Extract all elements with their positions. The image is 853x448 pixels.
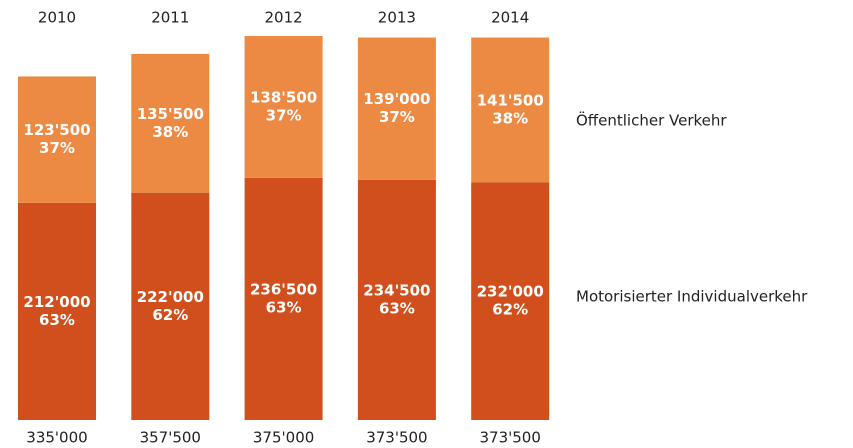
legend-label: Motorisierter Individualverkehr [576, 288, 808, 306]
value-label: 222'000 [137, 288, 204, 306]
total-label: 357'500 [140, 429, 201, 447]
year-label: 2014 [491, 9, 529, 27]
bar-segment [18, 202, 96, 420]
share-label: 37% [266, 106, 302, 124]
bar-segment [244, 177, 323, 420]
value-label: 123'500 [23, 121, 90, 139]
total-label: 373'500 [480, 429, 541, 447]
share-label: 63% [266, 298, 302, 316]
value-label: 139'000 [363, 90, 430, 108]
value-label: 234'500 [363, 281, 430, 299]
bar-segment [131, 53, 210, 193]
share-label: 62% [152, 306, 188, 324]
value-label: 141'500 [477, 91, 544, 109]
share-label: 62% [492, 301, 528, 319]
total-label: 373'500 [366, 429, 427, 447]
share-label: 38% [492, 109, 528, 127]
bar-segment [131, 192, 210, 420]
share-label: 38% [152, 123, 188, 141]
bar-segment [18, 76, 96, 203]
bar-segment [471, 182, 550, 420]
value-label: 236'500 [250, 280, 317, 298]
year-label: 2010 [38, 9, 76, 27]
share-label: 37% [39, 139, 75, 157]
bar-segment [471, 37, 550, 183]
year-label: 2013 [378, 9, 416, 27]
legend-label: Öffentlicher Verkehr [576, 111, 727, 130]
share-label: 63% [379, 299, 415, 317]
share-label: 37% [379, 108, 415, 126]
value-label: 138'500 [250, 88, 317, 106]
value-label: 212'000 [23, 293, 90, 311]
year-label: 2011 [151, 9, 189, 27]
value-label: 135'500 [137, 105, 204, 123]
year-label: 2012 [265, 9, 303, 27]
total-label: 335'000 [26, 429, 87, 447]
bar-segment [357, 179, 436, 420]
share-label: 63% [39, 311, 75, 329]
bar-segment [357, 37, 436, 180]
total-label: 375'000 [253, 429, 314, 447]
bar-segment [244, 36, 323, 178]
value-label: 232'000 [477, 283, 544, 301]
